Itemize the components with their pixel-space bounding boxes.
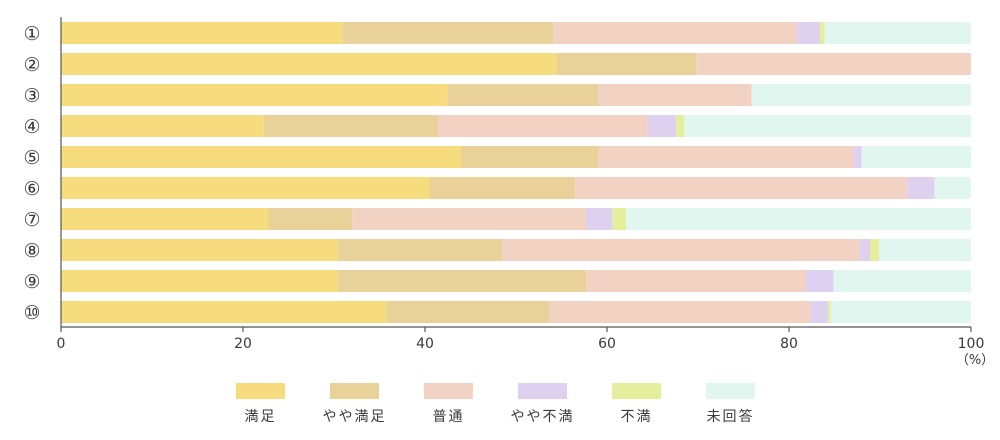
bar-segment-row4-series4 [647,115,677,137]
bar-segment-row4-series5 [676,115,685,137]
x-tick-label-5: 100 [958,336,985,352]
bar-segment-row6-series4 [907,177,935,199]
legend-label-6: 未回答 [707,408,755,425]
legend-swatch-5 [612,383,661,399]
bar-segment-row2-series3 [696,53,971,75]
bar-segment-row1-series2 [342,22,554,44]
bar-segment-row9-series6 [833,270,971,292]
bar-segment-row7-series4 [586,208,613,230]
bar-segment-row8-series1 [61,239,338,261]
bar-segment-row5-series4 [853,146,862,168]
bar-segment-row8-series6 [879,239,971,261]
bar-segment-row1-series3 [553,22,798,44]
bars-group [61,22,971,323]
bar-segment-row1-series4 [797,22,820,44]
bar-segment-row2-series1 [61,53,557,75]
bar-segment-row10-series5 [828,301,831,323]
x-tick-label-0: 0 [57,336,66,352]
bar-segment-row3-series1 [61,84,448,106]
bar-segment-row5-series6 [861,146,971,168]
category-label-10: ⑩ [23,302,40,324]
category-label-7: ⑦ [23,209,40,231]
bar-segment-row10-series6 [830,301,971,323]
bar-segment-row3-series2 [447,84,599,106]
bar-segment-row7-series5 [612,208,627,230]
bar-segment-row5-series3 [598,146,854,168]
legend-swatch-3 [424,383,473,399]
category-label-9: ⑨ [23,271,40,293]
bar-segment-row9-series2 [337,270,587,292]
x-tick-label-2: 40 [416,336,434,352]
legend-label-1: 満足 [245,409,277,425]
bar-segment-row7-series6 [626,208,971,230]
category-label-2: ② [23,54,40,76]
bar-segment-row8-series3 [502,239,860,261]
legend-label-4: やや不満 [511,409,575,425]
bar-segment-row6-series6 [934,177,971,199]
bar-segment-row4-series6 [684,115,971,137]
bar-segment-row7-series1 [61,208,269,230]
x-axis-ticks: 0 20 40 60 80 100 [57,327,985,352]
bar-segment-row1-series1 [61,22,343,44]
legend-swatch-6 [706,383,755,399]
bar-segment-row3-series3 [598,84,752,106]
legend-swatch-4 [518,383,567,399]
category-label-5: ⑤ [23,147,40,169]
bar-segment-row8-series2 [337,239,503,261]
bar-segment-row4-series3 [438,115,648,137]
x-tick-label-3: 60 [598,336,616,352]
legend-swatch-1 [236,383,285,399]
legend: 満足 やや満足 普通 やや不満 不満 未回答 [236,383,755,425]
bar-segment-row7-series2 [268,208,353,230]
legend-label-2: やや満足 [323,409,387,425]
bar-segment-row6-series3 [575,177,908,199]
legend-swatch-2 [330,383,379,399]
bar-segment-row6-series1 [61,177,430,199]
bar-segment-row5-series2 [461,146,599,168]
x-axis-unit: （%） [956,353,994,368]
bar-segment-row8-series5 [869,239,880,261]
bar-segment-row1-series6 [824,22,971,44]
category-label-4: ④ [23,116,40,138]
x-tick-label-1: 20 [234,336,252,352]
category-label-6: ⑥ [23,178,40,200]
category-label-3: ③ [23,85,40,107]
bar-segment-row2-series2 [556,53,697,75]
x-tick-label-4: 80 [780,336,798,352]
category-labels: ① ② ③ ④ ⑤ ⑥ ⑦ ⑧ ⑨ ⑩ [23,23,40,324]
bar-segment-row9-series1 [61,270,338,292]
legend-label-3: 普通 [433,409,465,425]
bar-segment-row9-series4 [806,270,834,292]
category-label-1: ① [23,23,40,45]
bar-segment-row5-series1 [61,146,462,168]
bar-segment-row3-series6 [751,84,971,106]
category-label-8: ⑧ [23,240,40,262]
bar-segment-row4-series2 [263,115,439,137]
bar-segment-row1-series5 [819,22,825,44]
bar-segment-row10-series4 [810,301,829,323]
bar-segment-row4-series1 [61,115,264,137]
bar-segment-row10-series1 [61,301,387,323]
bar-segment-row6-series2 [429,177,576,199]
bar-segment-row9-series3 [586,270,807,292]
bar-segment-row10-series3 [549,301,811,323]
bar-segment-row8-series4 [859,239,870,261]
legend-label-5: 不満 [621,409,653,425]
bar-segment-row10-series2 [386,301,550,323]
bar-segment-row7-series3 [352,208,587,230]
